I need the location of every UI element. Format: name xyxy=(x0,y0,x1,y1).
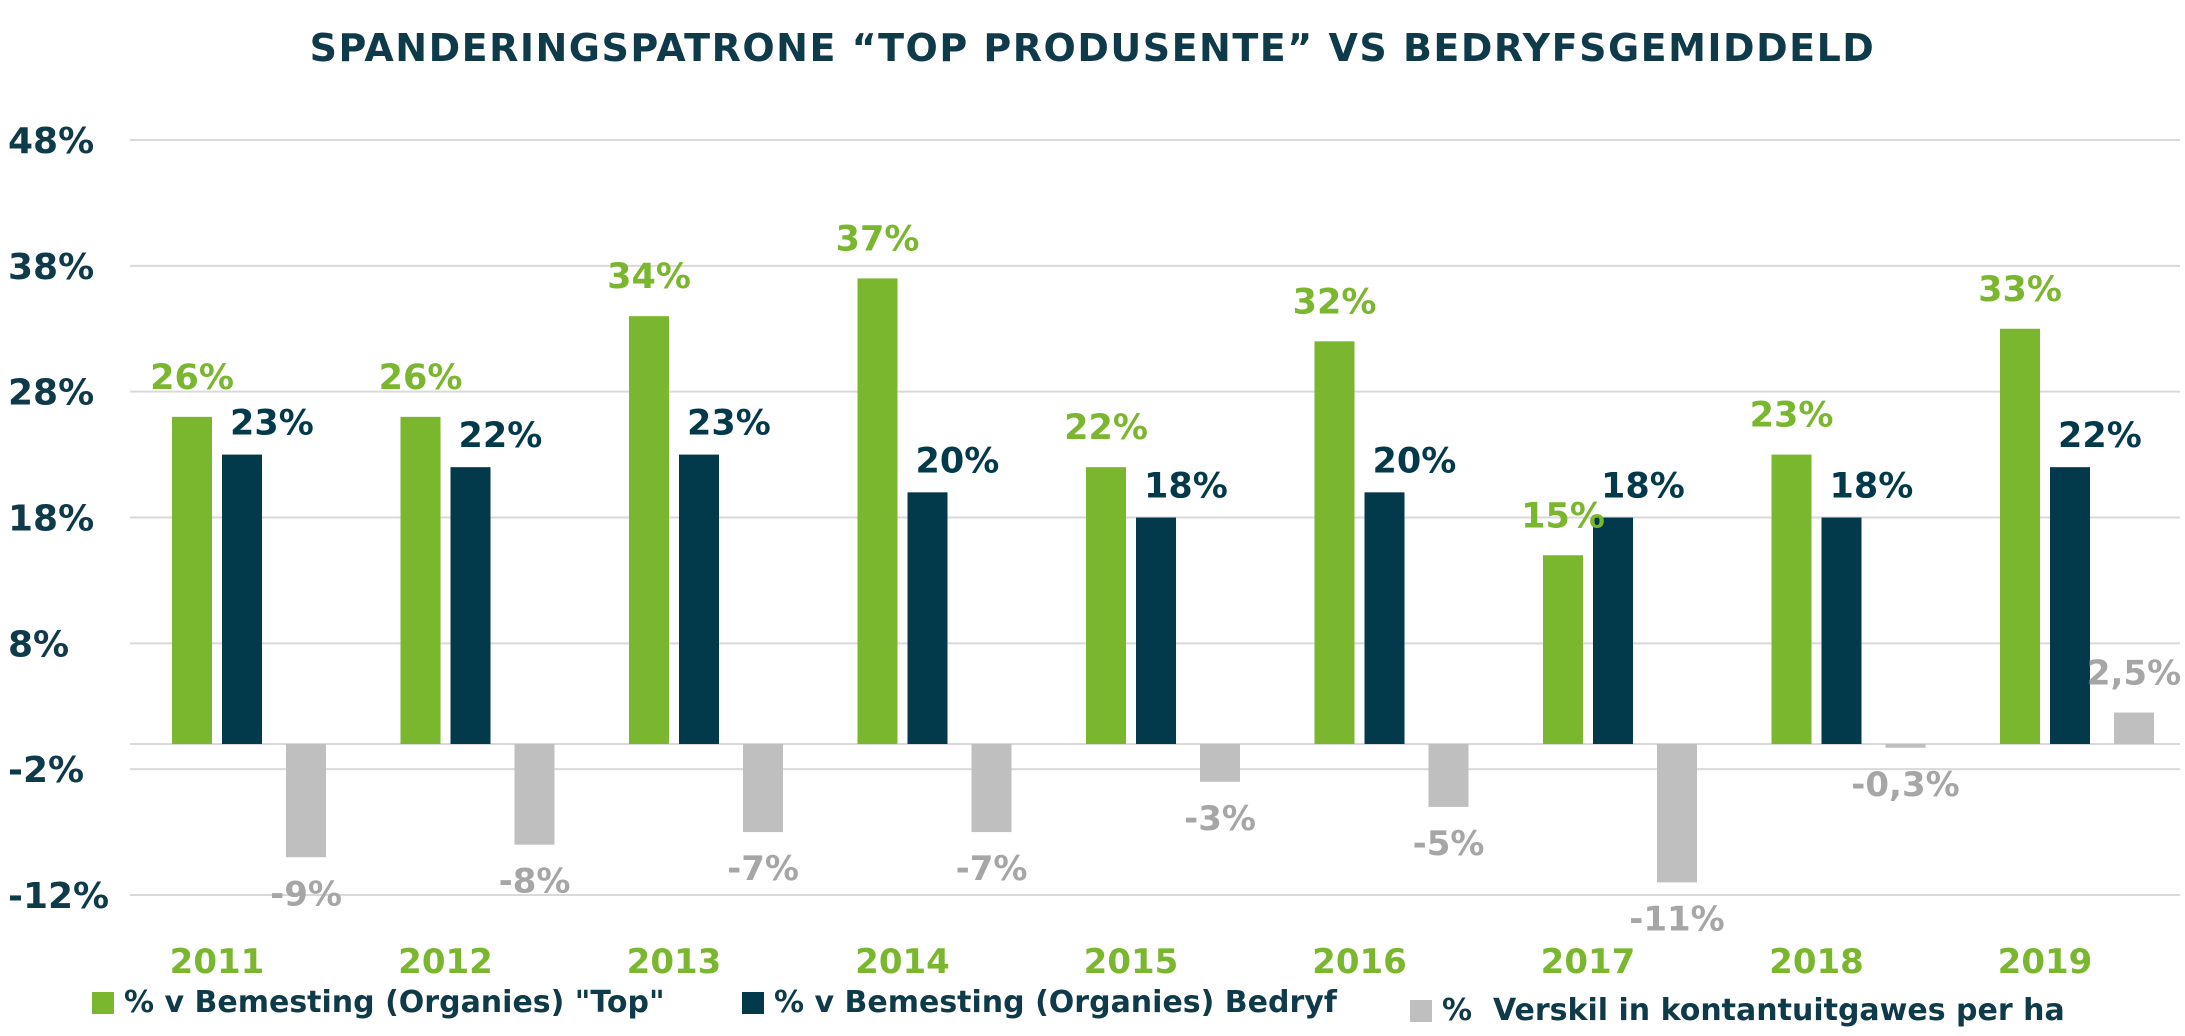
bar-top-2015 xyxy=(1086,467,1126,744)
x-tick-label: 2012 xyxy=(398,942,493,982)
bar-top-2017 xyxy=(1543,555,1583,744)
data-label-bedryf: 18% xyxy=(1144,467,1228,507)
bar-verskil-2018 xyxy=(1885,744,1926,748)
x-tick-label: 2013 xyxy=(627,942,722,982)
x-tick-label: 2014 xyxy=(855,942,950,982)
data-label-top: 26% xyxy=(379,358,463,398)
data-label-top: 32% xyxy=(1293,282,1377,322)
legend-swatch-bedryf xyxy=(742,991,764,1014)
legend-swatch-verskil xyxy=(1410,999,1432,1022)
data-label-top: 26% xyxy=(150,358,234,398)
y-tick-label: 18% xyxy=(8,499,94,540)
bar-top-2018 xyxy=(1771,454,1812,744)
bar-bedryf-2013 xyxy=(679,454,719,744)
data-label-top: 22% xyxy=(1064,408,1148,448)
y-tick-label: 28% xyxy=(8,373,94,414)
data-label-top: 37% xyxy=(836,219,920,259)
legend-label-verskil: % Verskil in kontantuitgawes per ha xyxy=(1442,993,2065,1028)
data-label-verskil: -9% xyxy=(270,874,342,914)
data-label-verskil: -8% xyxy=(499,862,571,902)
bar-bedryf-2017 xyxy=(1593,517,1633,744)
y-tick-label: -2% xyxy=(8,750,84,791)
chart-title: SPANDERINGSPATRONE “TOP PRODUSENTE” VS B… xyxy=(309,26,1876,70)
data-label-verskil: -3% xyxy=(1184,799,1256,839)
bar-top-2014 xyxy=(857,278,898,744)
data-label-top: 15% xyxy=(1521,496,1605,536)
bar-bedryf-2015 xyxy=(1136,517,1176,744)
x-tick-label: 2018 xyxy=(1769,942,1864,982)
data-label-bedryf: 18% xyxy=(1601,467,1685,507)
data-label-verskil: -7% xyxy=(956,849,1028,889)
bar-top-2016 xyxy=(1314,341,1355,744)
data-label-verskil: 2,5% xyxy=(2087,654,2181,694)
y-tick-label: 48% xyxy=(8,121,94,162)
bar-bedryf-2012 xyxy=(450,467,491,744)
x-tick-label: 2016 xyxy=(1312,942,1407,982)
bar-bedryf-2014 xyxy=(907,492,948,744)
bar-top-2019 xyxy=(2000,328,2040,744)
data-label-verskil: -7% xyxy=(727,849,799,889)
bar-verskil-2015 xyxy=(1200,744,1240,782)
legend-item-bedryf: % v Bemesting (Organies) Bedryf xyxy=(742,985,1337,1020)
data-label-verskil: -0,3% xyxy=(1851,765,1959,805)
bar-top-2011 xyxy=(172,416,212,744)
x-tick-label: 2019 xyxy=(1998,942,2093,982)
y-tick-label: 8% xyxy=(8,624,69,665)
bar-bedryf-2019 xyxy=(2050,467,2090,744)
legend-label-bedryf: % v Bemesting (Organies) Bedryf xyxy=(774,985,1337,1020)
data-label-bedryf: 20% xyxy=(1373,441,1457,481)
data-label-bedryf: 22% xyxy=(459,416,543,456)
data-label-top: 23% xyxy=(1750,396,1834,436)
data-label-top: 34% xyxy=(607,257,691,297)
bar-bedryf-2011 xyxy=(222,454,262,744)
bar-verskil-2012 xyxy=(514,744,555,845)
data-label-verskil: -11% xyxy=(1629,899,1725,939)
legend-swatch-top xyxy=(92,991,114,1014)
data-label-bedryf: 18% xyxy=(1830,467,1914,507)
bar-bedryf-2016 xyxy=(1364,492,1405,744)
bar-top-2013 xyxy=(629,316,669,744)
x-tick-label: 2017 xyxy=(1541,942,1636,982)
bar-verskil-2011 xyxy=(286,744,326,858)
bar-verskil-2019 xyxy=(2114,712,2154,744)
bar-verskil-2014 xyxy=(971,744,1012,833)
bar-top-2012 xyxy=(400,416,441,744)
y-tick-label: 38% xyxy=(8,247,94,288)
chart-legend: % v Bemesting (Organies) "Top" % v Bemes… xyxy=(0,985,2185,1033)
data-label-verskil: -5% xyxy=(1413,824,1485,864)
data-label-bedryf: 23% xyxy=(230,404,314,444)
bar-verskil-2016 xyxy=(1428,744,1469,807)
data-label-bedryf: 23% xyxy=(687,404,771,444)
y-tick-label: -12% xyxy=(8,876,109,917)
data-label-bedryf: 22% xyxy=(2058,416,2142,456)
bar-verskil-2017 xyxy=(1657,744,1697,883)
data-label-bedryf: 20% xyxy=(916,441,1000,481)
bar-bedryf-2018 xyxy=(1821,517,1862,744)
x-tick-label: 2011 xyxy=(170,942,265,982)
bar-verskil-2013 xyxy=(743,744,783,833)
legend-label-top: % v Bemesting (Organies) "Top" xyxy=(124,985,665,1020)
legend-item-top: % v Bemesting (Organies) "Top" xyxy=(92,985,665,1020)
legend-item-verskil: % Verskil in kontantuitgawes per ha xyxy=(1410,993,2065,1028)
x-tick-label: 2015 xyxy=(1084,942,1179,982)
data-label-top: 33% xyxy=(1978,270,2062,310)
